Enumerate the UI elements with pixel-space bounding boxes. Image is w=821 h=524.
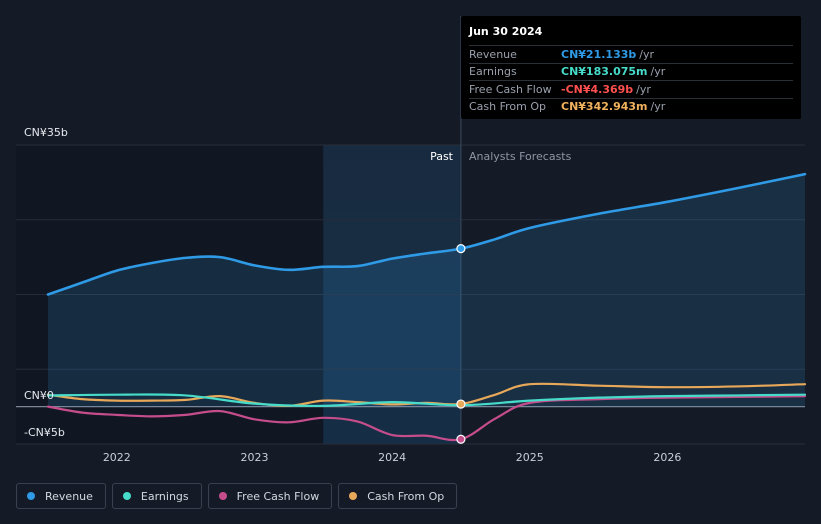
tooltip-row-value: CN¥183.075m (561, 65, 648, 79)
tooltip-row-value: CN¥342.943m (561, 100, 648, 114)
tooltip-row-label: Revenue (469, 47, 517, 61)
tooltip-row-unit: /yr (639, 47, 655, 61)
free-cash-flow-line (46, 395, 807, 442)
legend-item-cash-from-op[interactable]: Cash From Op (338, 483, 458, 509)
y-axis-label-top: CN¥35b (24, 126, 68, 139)
x-tick-label: 2023 (240, 451, 268, 464)
tooltip-row-label: Cash From Op (469, 100, 547, 114)
forecast-label: Analysts Forecasts (469, 150, 572, 163)
cash-from-op-dot-icon (349, 492, 358, 500)
tooltip-row-value: -CN¥4.369b (561, 82, 634, 96)
legend-label: Revenue (45, 489, 93, 503)
legend-label: Free Cash Flow (236, 489, 320, 503)
x-tick-label: 2026 (653, 451, 681, 464)
cash-from-op-marker (456, 399, 466, 409)
earnings-dot-icon (122, 492, 131, 500)
legend-item-earnings[interactable]: Earnings (111, 483, 202, 509)
y-axis-label-bottom: -CN¥5b (24, 426, 65, 439)
earnings-line (46, 393, 807, 408)
legend-label: Cash From Op (367, 489, 445, 503)
tooltip-date: Jun 30 2024 (469, 25, 543, 38)
tooltip-row-free-cash-flow: Free Cash Flow -CN¥4.369b /yr (469, 80, 793, 98)
tooltip-row-earnings: Earnings CN¥183.075m /yr (469, 62, 793, 81)
legend-label: Earnings (140, 489, 189, 503)
revenue-line (46, 172, 807, 296)
tooltip-row-cash-from-op: Cash From Op CN¥342.943m /yr (469, 97, 793, 116)
revenue-marker (456, 244, 466, 254)
revenue-dot-icon (27, 492, 35, 500)
tooltip-row-unit: /yr (650, 100, 666, 114)
cash-from-op-line (46, 382, 807, 408)
tooltip-row-revenue: Revenue CN¥21.133b /yr (469, 45, 793, 63)
x-tick-label: 2025 (516, 451, 544, 464)
free-cash-flow-marker (456, 434, 466, 444)
free-cash-flow-dot-icon (218, 492, 227, 500)
y-axis-label-zero: CN¥0 (24, 389, 54, 402)
tooltip-row-label: Earnings (469, 65, 517, 79)
tooltip-row-label: Free Cash Flow (469, 82, 552, 96)
data-tooltip: Jun 30 2024 Revenue CN¥21.133b /yr Earni… (461, 16, 801, 119)
legend-item-revenue[interactable]: Revenue (16, 483, 106, 509)
x-tick-label: 2024 (378, 451, 406, 464)
x-tick-label: 2022 (103, 451, 131, 464)
tooltip-row-value: CN¥21.133b (561, 47, 637, 61)
revenue-area (48, 174, 805, 407)
past-label: Past (430, 150, 454, 163)
chart-legend: Revenue Earnings Free Cash Flow Cash Fro… (16, 483, 458, 509)
legend-item-free-cash-flow[interactable]: Free Cash Flow (207, 483, 333, 509)
tooltip-row-unit: /yr (650, 65, 666, 79)
tooltip-row-unit: /yr (636, 82, 651, 96)
